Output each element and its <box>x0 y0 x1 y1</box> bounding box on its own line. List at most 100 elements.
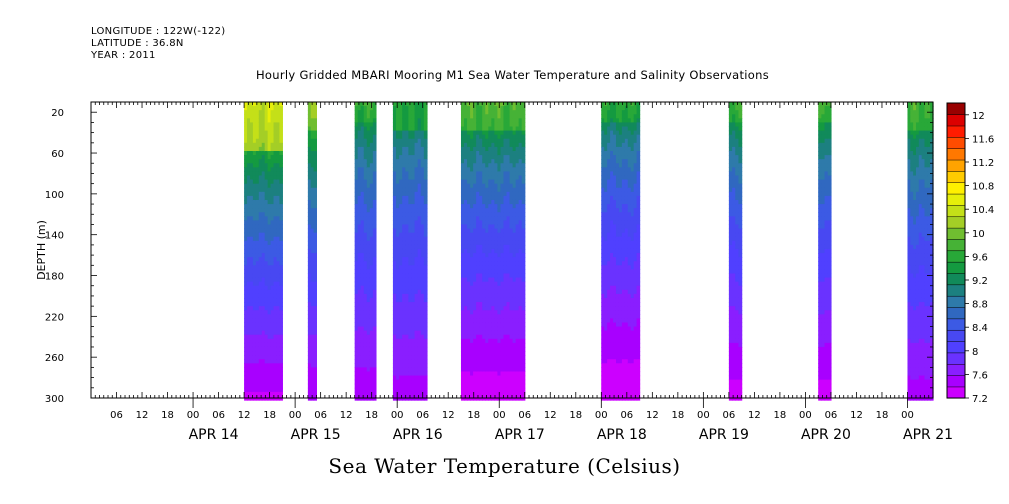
temperature-cell <box>402 391 406 397</box>
temperature-cell <box>506 146 511 152</box>
temperature-cell <box>624 204 629 209</box>
temperature-cell <box>503 383 508 389</box>
temperature-cell <box>357 302 362 307</box>
temperature-cell <box>363 155 368 160</box>
temperature-cell <box>417 281 422 287</box>
temperature-cell <box>624 142 629 148</box>
temperature-cell <box>470 240 474 246</box>
temperature-cell <box>249 293 254 299</box>
temperature-cell <box>509 261 514 266</box>
temperature-cell <box>488 191 492 197</box>
temperature-cell <box>414 302 419 307</box>
temperature-cell <box>488 159 492 164</box>
temperature-cell <box>273 167 278 172</box>
temperature-cell <box>627 118 632 124</box>
temperature-cell <box>252 187 257 193</box>
temperature-cell <box>357 228 362 234</box>
temperature-cell <box>313 265 317 270</box>
temperature-cell <box>485 191 489 197</box>
temperature-cell <box>408 355 413 360</box>
temperature-cell <box>396 289 400 295</box>
temperature-cell <box>420 342 425 348</box>
temperature-cell <box>615 289 620 295</box>
temperature-cell <box>270 191 275 197</box>
temperature-cell <box>618 297 623 303</box>
temperature-cell <box>405 248 409 254</box>
temperature-cell <box>369 261 374 266</box>
temperature-cell <box>258 281 263 287</box>
temperature-cell <box>479 179 483 185</box>
temperature-cell <box>473 310 477 315</box>
temperature-cell <box>420 359 425 364</box>
temperature-cell <box>610 265 614 270</box>
temperature-cell <box>627 367 632 373</box>
temperature-cell <box>357 371 362 377</box>
temperature-cell <box>276 163 281 168</box>
temperature-cell <box>405 171 409 177</box>
temperature-cell <box>607 228 611 234</box>
temperature-cell <box>491 265 495 270</box>
temperature-cell <box>420 204 425 209</box>
temperature-cell <box>494 363 499 368</box>
temperature-cell <box>392 342 397 348</box>
temperature-cell <box>521 338 526 344</box>
temperature-cell <box>258 265 263 270</box>
temperature-cell <box>613 114 617 119</box>
temperature-cell <box>255 281 260 287</box>
temperature-cell <box>363 114 368 119</box>
temperature-cell <box>408 314 413 319</box>
temperature-cell <box>411 314 416 319</box>
temperature-cell <box>470 285 474 291</box>
temperature-cell <box>512 167 517 172</box>
temperature-cell <box>485 244 489 250</box>
temperature-cell <box>503 236 508 242</box>
temperature-cell <box>402 330 406 336</box>
temperature-cell <box>249 216 254 221</box>
temperature-cell <box>417 248 422 254</box>
temperature-cell <box>279 371 283 377</box>
temperature-cell <box>491 244 495 250</box>
temperature-cell <box>354 224 359 230</box>
temperature-cell <box>313 204 317 209</box>
temperature-cell <box>264 146 269 152</box>
temperature-cell <box>506 228 511 234</box>
temperature-cell <box>402 297 406 303</box>
temperature-cell <box>392 126 397 132</box>
temperature-cell <box>264 102 269 107</box>
temperature-cell <box>423 293 428 299</box>
temperature-cell <box>476 281 480 287</box>
temperature-cell <box>313 224 317 230</box>
temperature-cell <box>636 334 641 340</box>
temperature-cell <box>476 183 480 189</box>
temperature-cell <box>414 114 419 119</box>
temperature-cell <box>610 244 614 250</box>
temperature-cell <box>420 134 425 140</box>
temperature-cell <box>423 191 428 197</box>
temperature-cell <box>313 236 317 242</box>
data-segment <box>354 102 377 401</box>
temperature-cell <box>420 236 425 242</box>
temperature-cell <box>279 102 283 107</box>
temperature-cell <box>273 216 278 221</box>
temperature-cell <box>613 175 617 181</box>
temperature-cell <box>366 277 371 283</box>
temperature-cell <box>366 302 371 307</box>
temperature-cell <box>610 391 614 397</box>
temperature-cell <box>249 106 254 111</box>
temperature-cell <box>491 199 495 205</box>
temperature-cell <box>601 204 605 209</box>
temperature-cell <box>497 248 502 254</box>
temperature-cell <box>460 322 465 328</box>
temperature-cell <box>615 146 620 152</box>
temperature-cell <box>500 391 505 397</box>
temperature-cell <box>310 330 315 336</box>
temperature-cell <box>506 224 511 230</box>
temperature-cell <box>405 302 409 307</box>
temperature-cell <box>497 155 502 160</box>
temperature-cell <box>497 232 502 238</box>
temperature-cell <box>464 379 468 385</box>
temperature-cell <box>402 387 406 393</box>
temperature-cell <box>633 314 638 319</box>
temperature-cell <box>467 150 471 156</box>
temperature-cell <box>399 232 403 238</box>
